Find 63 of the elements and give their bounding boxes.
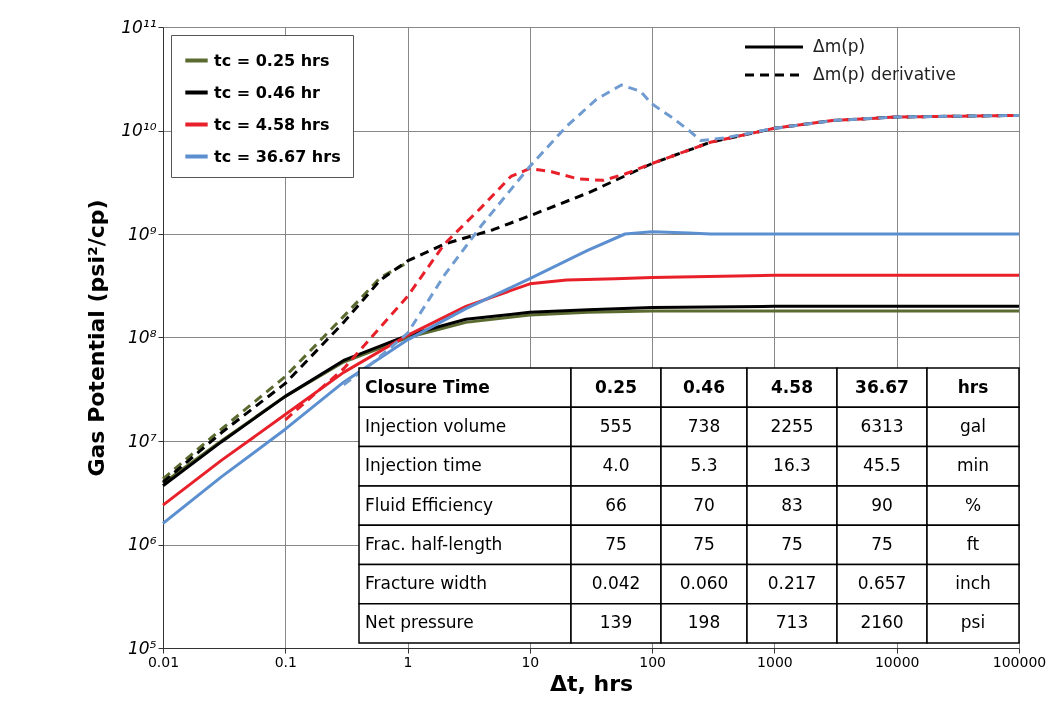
annotation: 6313 — [860, 415, 904, 436]
y-tick-label: 10⁸ — [128, 327, 157, 347]
annotation: 4.0 — [602, 455, 630, 476]
annotation: Net pressure — [365, 612, 474, 633]
annotation: 0.060 — [679, 573, 729, 594]
annotation: 36.67 — [855, 376, 909, 397]
annotation: 0.46 — [683, 376, 725, 397]
annotation: min — [956, 455, 990, 476]
y-axis-title: Gas Potential (psi²/cp) — [84, 199, 110, 477]
annotation: 83 — [781, 494, 803, 515]
annotation: 75 — [693, 533, 715, 554]
x-tick-label: 1 — [403, 653, 413, 670]
annotation: Injection time — [365, 455, 482, 476]
annotation: % — [964, 494, 982, 515]
annotation: psi — [960, 612, 986, 633]
legend-label: tc = 36.67 hrs — [214, 146, 341, 166]
annotation: 75 — [871, 533, 893, 554]
annotation: 45.5 — [863, 455, 901, 476]
x-tick-label: 1000 — [757, 653, 793, 670]
annotation: 0.657 — [857, 573, 907, 594]
annotation: 713 — [775, 612, 809, 633]
annotation: gal — [960, 415, 986, 436]
annotation: 0.042 — [591, 573, 641, 594]
annotation: Fluid Efficiency — [365, 494, 494, 515]
annotation: Δm(p) — [813, 36, 866, 56]
y-tick-label: 10¹⁰ — [121, 120, 157, 140]
annotation: 70 — [693, 494, 715, 515]
x-tick-label: 0.1 — [274, 653, 297, 670]
annotation: 4.58 — [771, 376, 813, 397]
x-tick-label: 10000 — [874, 653, 920, 670]
annotation: 0.25 — [595, 376, 637, 397]
y-tick-label: 10⁶ — [128, 534, 157, 554]
annotation: 16.3 — [773, 455, 811, 476]
annotation: 2255 — [770, 415, 814, 436]
annotation: 555 — [599, 415, 633, 436]
annotation: Frac. half-length — [365, 533, 503, 554]
annotation: ft — [966, 533, 980, 554]
legend-label: tc = 0.46 hr — [214, 82, 321, 102]
annotation: 75 — [605, 533, 627, 554]
annotation: Δm(p) derivative — [813, 64, 956, 84]
annotation: 139 — [599, 612, 633, 633]
y-tick-label: 10¹¹ — [121, 16, 157, 37]
annotation: 198 — [687, 612, 721, 633]
y-tick-label: 10⁹ — [128, 223, 157, 244]
x-axis-title: Δt, hrs — [549, 670, 634, 696]
annotation: 2160 — [860, 612, 904, 633]
x-tick-label: 10 — [521, 653, 540, 670]
x-tick-label: 100 — [639, 653, 667, 670]
annotation: 5.3 — [690, 455, 718, 476]
y-tick-label: 10⁷ — [128, 430, 157, 451]
annotation: 90 — [871, 494, 893, 515]
annotation: 66 — [605, 494, 627, 515]
annotation: 738 — [687, 415, 721, 436]
x-tick-label: 100000 — [992, 653, 1047, 670]
annotation: Injection volume — [365, 415, 507, 436]
annotation: hrs — [957, 376, 989, 397]
annotation: 75 — [781, 533, 803, 554]
annotation: 0.217 — [767, 573, 817, 594]
legend-label: tc = 4.58 hrs — [214, 114, 330, 134]
annotation: inch — [955, 573, 991, 594]
annotation: Fracture width — [365, 573, 488, 594]
legend-label: tc = 0.25 hrs — [214, 50, 330, 70]
annotation: Closure Time — [365, 376, 490, 397]
